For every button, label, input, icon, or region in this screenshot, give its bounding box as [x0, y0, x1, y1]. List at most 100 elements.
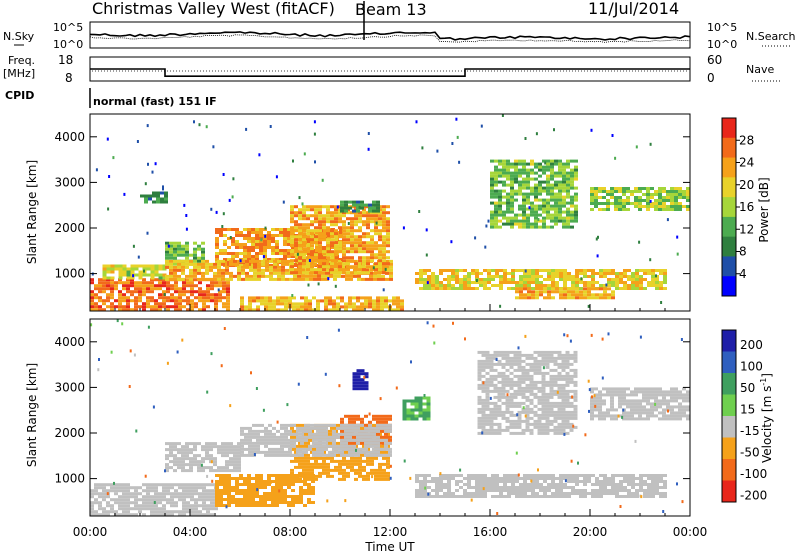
power-cell [306, 208, 310, 212]
power-cell [342, 259, 346, 263]
power-cell [362, 211, 366, 215]
power-cell [610, 196, 614, 199]
power-cell [543, 278, 547, 281]
power-cell [400, 308, 404, 312]
power-cell [102, 284, 106, 288]
velocity-cell [299, 498, 303, 501]
power-cell [518, 189, 522, 193]
power-cell [635, 281, 639, 284]
velocity-cell [94, 498, 98, 502]
power-cbar-tick-label: 4 [739, 267, 747, 281]
velocity-cell [280, 423, 284, 427]
power-cell [427, 281, 431, 284]
power-cell [122, 264, 127, 268]
velocity-cell [451, 495, 455, 498]
velocity-cell [202, 492, 206, 496]
power-cell [330, 220, 334, 224]
power-cell [663, 278, 667, 281]
power-cell [378, 220, 382, 224]
velocity-cell [215, 480, 219, 483]
power-cell [138, 296, 142, 300]
velocity-cell [481, 425, 486, 429]
power-cell [322, 238, 326, 242]
velocity-cell [477, 374, 482, 378]
power-cell [322, 205, 326, 209]
power-cell [507, 278, 511, 281]
power-cell [574, 186, 578, 190]
power-cell [646, 208, 650, 211]
power-cell [358, 244, 362, 248]
power-cell [358, 241, 362, 245]
velocity-cell [288, 438, 292, 442]
velocity-cell [328, 444, 332, 448]
velocity-cell [314, 456, 318, 460]
velocity-cell [354, 468, 358, 472]
power-cell [314, 208, 318, 212]
power-cell [467, 278, 471, 281]
velocity-cell [259, 495, 263, 498]
velocity-cell [481, 416, 486, 420]
power-cell [562, 186, 566, 190]
power-cell [663, 281, 667, 284]
power-cell [563, 293, 567, 297]
velocity-cell [210, 489, 214, 493]
velocity-cell [276, 429, 280, 433]
power-cell [626, 190, 630, 193]
velocity-cell [631, 480, 635, 483]
power-cell [284, 299, 288, 303]
power-cell [542, 216, 546, 220]
velocity-cell [225, 448, 229, 452]
power-cell [146, 299, 150, 303]
power-cell [386, 250, 390, 254]
power-cell [542, 186, 546, 190]
power-cell [378, 268, 382, 272]
velocity-cell [627, 483, 631, 486]
velocity-cell [169, 460, 173, 464]
power-cell [630, 190, 634, 193]
velocity-cell [298, 471, 302, 475]
velocity-cell [225, 469, 229, 473]
power-cell [290, 235, 294, 239]
power-cell [209, 268, 213, 272]
power-cell [148, 194, 152, 198]
power-cell [378, 232, 382, 236]
velocity-cell [294, 477, 298, 481]
power-cell [218, 299, 222, 303]
velocity-cell [182, 489, 186, 493]
power-cell [511, 275, 515, 278]
power-cell [374, 268, 378, 272]
power-cell [463, 269, 467, 272]
power-cell [642, 199, 646, 202]
power-cell [538, 198, 542, 202]
power-cell [423, 284, 427, 287]
velocity-cell [271, 489, 275, 492]
velocity-cell [513, 389, 518, 393]
power-cell [522, 210, 526, 214]
velocity-cell [525, 374, 530, 378]
power-cell [214, 296, 218, 300]
velocity-cell [521, 395, 526, 399]
power-cell [287, 237, 291, 240]
power-cell [638, 208, 642, 211]
power-cell [439, 287, 443, 290]
power-cell [558, 204, 562, 208]
power-cell [281, 259, 285, 263]
velocity-cell [485, 356, 490, 360]
velocity-cell [186, 492, 190, 496]
power-cell [638, 187, 642, 190]
power-cell [386, 244, 390, 248]
power-cell [534, 225, 538, 229]
velocity-cell [485, 371, 490, 375]
velocity-cell [539, 483, 543, 486]
power-cell [366, 259, 370, 263]
velocity-cell [583, 495, 587, 498]
velocity-cell [271, 501, 275, 504]
power-cell [231, 255, 235, 258]
velocity-cell [292, 432, 296, 436]
power-cell [110, 308, 114, 312]
velocity-cell [201, 466, 205, 470]
power-cell [354, 241, 358, 245]
velocity-cell [279, 492, 283, 495]
power-cell [193, 271, 197, 275]
velocity-cell [213, 445, 217, 449]
